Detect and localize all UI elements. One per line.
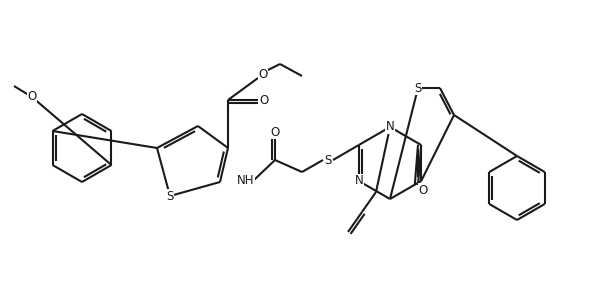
Text: O: O <box>259 68 268 81</box>
Text: O: O <box>259 94 269 107</box>
Text: S: S <box>324 153 332 166</box>
Text: S: S <box>414 81 422 95</box>
Text: N: N <box>385 121 394 134</box>
Text: O: O <box>27 90 37 103</box>
Text: N: N <box>355 175 363 188</box>
Text: O: O <box>419 184 428 197</box>
Text: NH: NH <box>237 173 255 186</box>
Text: S: S <box>166 190 174 203</box>
Text: O: O <box>271 125 280 138</box>
